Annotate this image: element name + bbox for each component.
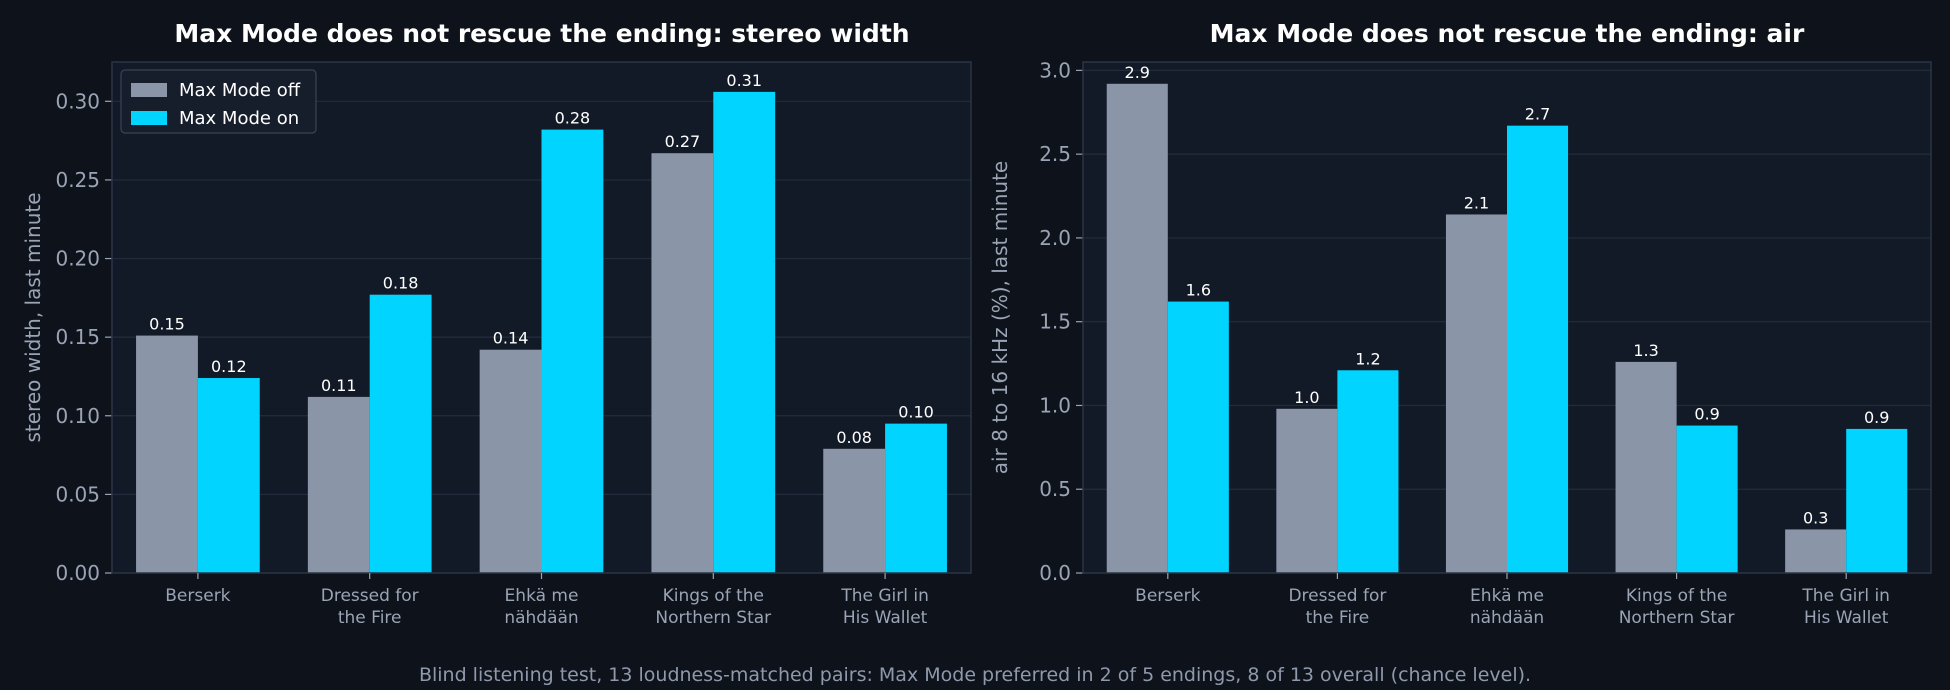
x-tick-label: Kings of the Northern Star <box>1619 586 1735 628</box>
bar-on-2 <box>541 129 604 573</box>
bar-off-1 <box>307 396 370 573</box>
x-tick-label: The Girl in His Wallet <box>1801 586 1890 628</box>
y-tick-label: 0.10 <box>55 404 100 428</box>
chart-title: Max Mode does not rescue the ending: ste… <box>174 19 909 48</box>
data-label: 0.10 <box>898 403 934 422</box>
y-tick-label: 2.5 <box>1039 142 1071 166</box>
x-tick-label-line: His Wallet <box>1804 608 1889 628</box>
y-tick-label: 2.0 <box>1039 226 1071 250</box>
data-label: 0.28 <box>555 109 591 128</box>
bar-on-2 <box>1507 125 1569 573</box>
data-label: 1.0 <box>1294 388 1319 407</box>
x-tick-label: Ehkä me nähdään <box>504 586 578 628</box>
bar-off-1 <box>1276 408 1338 573</box>
data-label: 0.9 <box>1864 408 1889 427</box>
x-tick-label-line: the Fire <box>1306 608 1370 628</box>
legend-box <box>120 69 317 134</box>
data-label: 1.6 <box>1186 281 1211 300</box>
bar-on-1 <box>1337 370 1399 573</box>
x-tick-label-line: Ehkä me <box>505 586 579 606</box>
y-tick-label: 0.00 <box>55 561 100 585</box>
data-label: 2.1 <box>1464 193 1489 212</box>
charts-canvas: 0.00 0.05 0.10 0.15 0.20 0.25 0.30 0.15 0.11 0.14… <box>21 19 1932 628</box>
data-label: 1.2 <box>1355 349 1380 368</box>
legend-label: Max Mode off <box>179 80 301 101</box>
y-axis-label: air 8 to 16 kHz (%), last minute <box>988 161 1012 475</box>
x-tick-label-line: The Girl in <box>1801 586 1890 606</box>
y-tick-label: 0.5 <box>1039 477 1071 501</box>
data-label: 0.12 <box>211 357 247 376</box>
x-tick-label: The Girl in His Wallet <box>840 586 929 628</box>
data-label: 2.7 <box>1525 105 1550 124</box>
data-label: 0.18 <box>383 274 419 293</box>
y-axis-label: stereo width, last minute <box>21 192 45 442</box>
y-tick-label: 1.0 <box>1039 393 1071 417</box>
data-label: 0.15 <box>149 315 185 334</box>
bar-off-2 <box>479 349 542 573</box>
data-label: 0.08 <box>836 428 872 447</box>
bar-off-2 <box>1445 214 1507 574</box>
x-tick-label-line: Berserk <box>1135 586 1200 606</box>
y-tick-label: 1.5 <box>1039 310 1071 334</box>
data-label: 2.9 <box>1125 63 1150 82</box>
y-tick-label: 0.0 <box>1039 561 1071 585</box>
bar-off-4 <box>823 448 886 573</box>
x-tick-label-line: nähdään <box>1470 608 1544 628</box>
x-tick-label-line: Dressed for <box>1288 586 1386 606</box>
bar-off-0 <box>136 335 198 573</box>
x-tick-label-line: Dressed for <box>321 586 419 606</box>
y-tick-label: 0.30 <box>55 89 100 113</box>
x-tick-label: Kings of the Northern Star <box>655 586 771 628</box>
data-label: 0.31 <box>726 71 762 90</box>
bar-off-3 <box>651 153 714 573</box>
legend-swatch-off <box>131 83 167 97</box>
x-tick-label-line: Northern Star <box>1619 608 1735 628</box>
x-tick-label-line: His Wallet <box>843 608 928 628</box>
data-label: 0.27 <box>665 132 701 151</box>
bar-on-1 <box>369 294 432 573</box>
bar-on-4 <box>1846 428 1908 573</box>
y-tick-label: 0.05 <box>55 482 100 506</box>
y-tick-label: 0.20 <box>55 247 100 271</box>
x-tick-label-line: The Girl in <box>840 586 929 606</box>
x-tick-label-line: the Fire <box>338 608 402 628</box>
data-label: 0.14 <box>493 329 529 348</box>
bar-on-0 <box>197 378 260 573</box>
chart-title: Max Mode does not rescue the ending: air <box>1210 19 1805 48</box>
y-tick-label: 0.25 <box>55 168 100 192</box>
x-tick-label-line: Berserk <box>165 586 230 606</box>
data-label: 0.11 <box>321 376 357 395</box>
bar-off-3 <box>1615 361 1677 573</box>
legend-label: Max Mode on <box>179 108 299 129</box>
data-label: 1.3 <box>1633 341 1658 360</box>
y-tick-label: 3.0 <box>1039 58 1071 82</box>
x-tick-label-line: Ehkä me <box>1470 586 1544 606</box>
y-tick-label: 0.15 <box>55 325 100 349</box>
bar-off-4 <box>1785 529 1847 573</box>
bar-on-4 <box>885 423 947 573</box>
bar-off-0 <box>1106 83 1168 573</box>
data-label: 0.3 <box>1803 508 1828 527</box>
x-tick-label: Dressed for the Fire <box>1288 586 1386 628</box>
x-tick-label: Ehkä me nähdään <box>1470 586 1544 628</box>
x-tick-label-line: Kings of the <box>1626 586 1727 606</box>
x-tick-label-line: Kings of the <box>663 586 764 606</box>
x-tick-label: Berserk <box>1135 586 1200 606</box>
x-tick-label-line: Northern Star <box>655 608 771 628</box>
bar-on-3 <box>1676 425 1738 573</box>
footer-note: Blind listening test, 13 loudness-matche… <box>418 664 1532 686</box>
x-tick-label: Berserk <box>165 586 230 606</box>
bar-on-3 <box>713 91 776 574</box>
x-tick-label: Dressed for the Fire <box>321 586 419 628</box>
bar-on-0 <box>1167 301 1229 573</box>
legend-swatch-on <box>131 111 167 125</box>
data-label: 0.9 <box>1694 405 1719 424</box>
x-tick-label-line: nähdään <box>504 608 578 628</box>
